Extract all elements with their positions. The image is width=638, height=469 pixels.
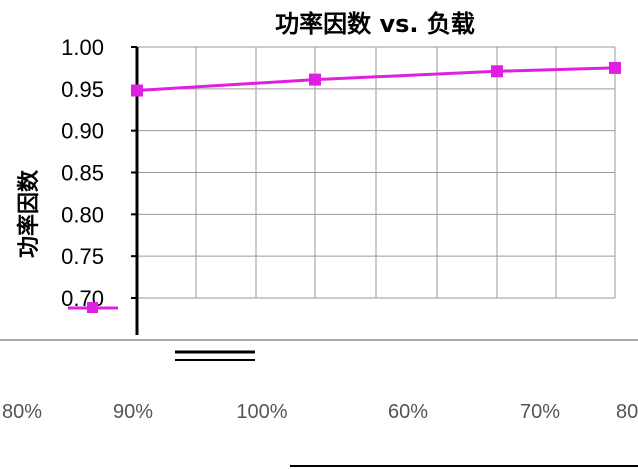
- data-point: [309, 73, 321, 86]
- x-tick-label: 80%: [616, 401, 638, 423]
- data-point: [131, 84, 143, 97]
- legend-marker: [87, 302, 98, 313]
- y-axis-label: 功率因数: [16, 169, 42, 258]
- x-tick-label: 100%: [236, 401, 287, 423]
- x-tick-layer: 80% 90% 100% 60% 70% 80%: [2, 401, 638, 423]
- legend: [68, 302, 118, 313]
- y-tick-label: 0.75: [61, 244, 104, 269]
- series-layer: [131, 61, 621, 97]
- grid-layer: [137, 46, 616, 299]
- chart-title: 功率因数 vs. 负载: [275, 10, 475, 38]
- x-tick-label: 60%: [388, 401, 428, 423]
- y-tick-label: 0.80: [61, 202, 104, 227]
- x-tick-label: 80%: [2, 401, 42, 423]
- y-tick-label: 1.00: [61, 35, 104, 60]
- data-point: [609, 61, 621, 74]
- data-point: [491, 65, 503, 78]
- x-tick-label: 70%: [520, 401, 560, 423]
- y-tick-label: 0.90: [61, 119, 104, 144]
- series-line: [136, 66, 616, 93]
- lower-strip: [0, 339, 638, 467]
- y-tick-label: 0.85: [61, 161, 104, 186]
- y-tick-label: 0.95: [61, 77, 104, 102]
- x-tick-label: 90%: [113, 401, 153, 423]
